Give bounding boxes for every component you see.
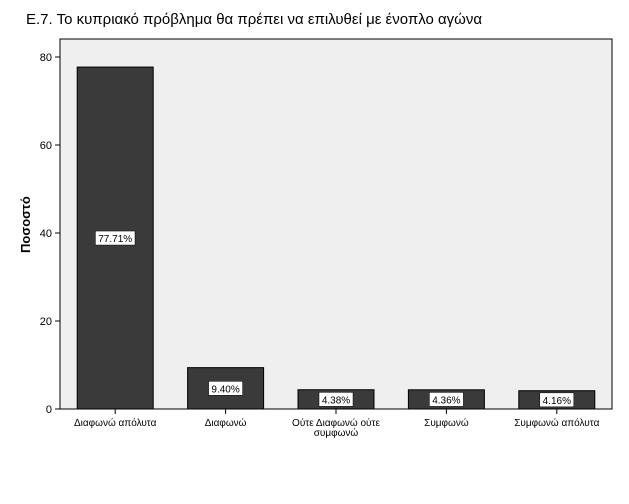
- bars: 77.71% 9.40% 4.38% 4.36% 4.16%: [76, 66, 596, 410]
- data-label: 4.16%: [543, 396, 571, 407]
- x-axis: Διαφωνώ απόλυτα Διαφωνώ Ούτε Διαφωνώ ούτεσ…: [60, 408, 612, 439]
- x-tick-label: Διαφωνώ απόλυτα: [74, 417, 157, 429]
- data-label-box: [318, 392, 354, 407]
- y-tick-label: 80: [40, 52, 52, 64]
- data-label-box: [539, 392, 575, 408]
- x-tick-label: Ούτε Διαφωνώ ούτε: [292, 417, 380, 429]
- y-tick-label: 20: [40, 316, 52, 328]
- y-axis: 0 20 40 60 80: [40, 39, 61, 416]
- data-label: 77.71%: [98, 234, 132, 245]
- data-label-box: [429, 392, 464, 407]
- y-tick-label: 0: [46, 404, 52, 416]
- y-tick-label: 60: [40, 140, 52, 152]
- data-label-box: [95, 230, 136, 246]
- x-tick-label: Διαφωνώ: [205, 417, 247, 429]
- data-label-box: [208, 381, 243, 396]
- x-tick-label: Συμφωνώ απόλυτα: [514, 417, 599, 429]
- x-tick-label: συμφωνώ: [314, 427, 359, 439]
- data-label: 9.40%: [211, 384, 239, 395]
- data-label: 4.36%: [432, 395, 460, 406]
- data-label: 4.38%: [322, 395, 350, 406]
- y-tick-label: 40: [40, 228, 52, 240]
- x-tick-label: Συμφωνώ: [424, 417, 469, 429]
- chart-title: Ε.7. Το κυπριακό πρόβλημα θα πρέπει να ε…: [26, 11, 483, 28]
